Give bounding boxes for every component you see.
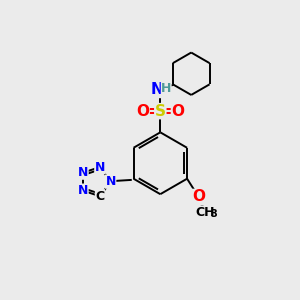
Text: N: N [151,82,164,98]
Text: N: N [78,166,88,179]
Text: O: O [136,103,149,118]
Text: S: S [155,103,166,118]
Text: CH: CH [195,206,214,219]
Text: O: O [192,190,205,205]
Text: H: H [161,82,171,95]
Text: C: C [95,190,104,203]
Text: 3: 3 [210,209,217,219]
Text: N: N [105,175,116,188]
Text: O: O [172,103,184,118]
Text: N: N [78,184,88,197]
Text: N: N [95,160,105,174]
